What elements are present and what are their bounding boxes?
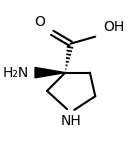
Text: NH: NH [60,115,81,128]
Text: OH: OH [103,20,124,34]
Text: O: O [34,15,45,29]
Polygon shape [35,68,65,78]
Text: H₂N: H₂N [3,66,29,80]
